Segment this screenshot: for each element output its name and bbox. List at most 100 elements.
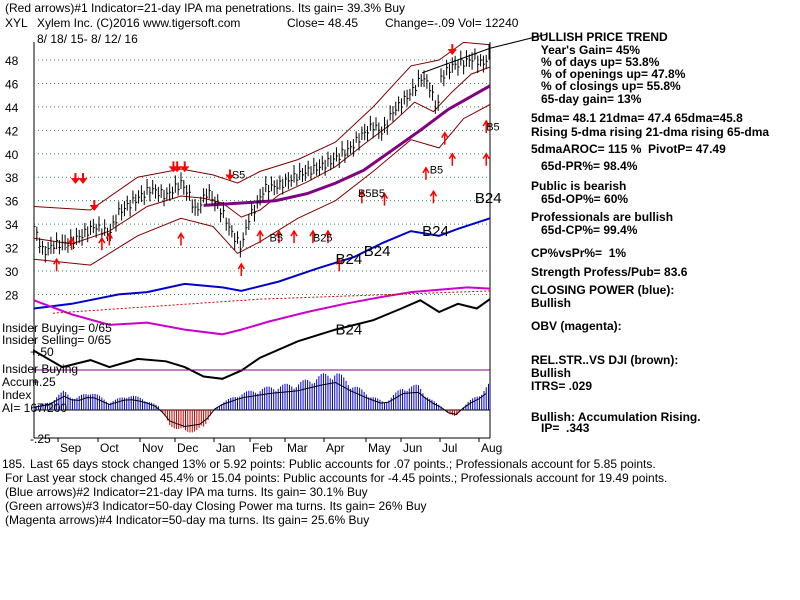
right-panel-line: Public is bearish <box>531 179 627 193</box>
y-tick-label: 30 <box>5 265 19 279</box>
red-up-arrowhead <box>290 229 298 237</box>
red-down-arrowhead <box>78 177 88 184</box>
signal-label: B24 <box>335 251 362 268</box>
month-label: Jul <box>442 441 457 455</box>
red-up-arrowhead <box>422 166 430 174</box>
red-up-arrowhead <box>275 229 283 237</box>
right-panel-line: Strength Profess/Pub= 83.6 <box>531 265 688 279</box>
insider-buying-count: Insider Buying= 0/65 <box>2 321 112 335</box>
company-copyright: Xylem Inc. (C)2016 www.tigersoft.com <box>37 16 241 30</box>
month-label: Dec <box>177 441 198 455</box>
indicator-2-text: (Blue arrows)#2 Indicator=21-day IPA ma … <box>5 485 368 499</box>
right-panel-line: IP= .343 <box>531 421 590 435</box>
footer-65day-change: Last 65 days stock changed 13% or 5.92 p… <box>30 457 656 471</box>
ticker: XYL <box>5 16 28 30</box>
indicator-3-text: (Green arrows)#3 Indicator=50-day Closin… <box>5 499 427 513</box>
index-label: Index <box>2 388 32 402</box>
insider-selling-count: Insider Selling= 0/65 <box>2 333 112 347</box>
right-panel-line: CLOSING POWER (blue): <box>531 283 675 297</box>
red-down-arrowhead <box>172 166 182 173</box>
month-label: Aug <box>481 441 502 455</box>
y-tick-label: 46 <box>5 77 19 91</box>
red-up-arrowhead <box>68 236 76 244</box>
accum-level-plus-50: +.50 <box>30 345 54 359</box>
obv-line <box>33 286 491 336</box>
right-panel-line: Bullish <box>531 296 572 310</box>
red-down-arrowhead <box>71 177 80 184</box>
red-up-arrowhead <box>237 262 245 270</box>
month-label: Sep <box>60 441 82 455</box>
month-label: Oct <box>100 441 119 455</box>
accum-label: Accum <box>2 375 39 389</box>
signal-label: B24 <box>475 190 502 207</box>
right-panel-line: 65d-PR%= 98.4% <box>531 159 638 173</box>
month-label: Jan <box>216 441 235 455</box>
closing-power-ma-line <box>52 290 491 314</box>
ma65-line <box>203 84 491 207</box>
signal-label: B5 <box>270 233 283 245</box>
closing-power-line <box>33 217 491 310</box>
right-panel-line: Year's Gain= 45% <box>531 43 641 57</box>
date-range: 8/ 18/ 15- 8/ 12/ 16 <box>37 32 138 46</box>
signal-label: B24 <box>364 243 391 260</box>
signal-label: B5 <box>430 165 443 177</box>
indicator-1-text: (Red arrows)#1 Indicator=21-day IPA ma p… <box>5 1 405 15</box>
month-label: Mar <box>287 441 308 455</box>
red-down-arrowhead <box>447 48 457 55</box>
ai-value: AI= 167/200 <box>2 401 68 415</box>
y-tick-label: 34 <box>5 218 19 232</box>
ma21-line <box>33 66 491 245</box>
footer-index-number: 185. <box>2 457 26 471</box>
right-panel-line: 65d-CP%= 99.4% <box>531 223 638 237</box>
footer-year-change: For Last year stock changed 45.4% or 15.… <box>5 471 668 485</box>
red-up-arrowhead <box>335 257 343 265</box>
red-down-arrowhead <box>180 166 190 173</box>
right-panel-line: 5dma= 48.1 21dma= 47.4 65dma=45.8 <box>531 111 743 125</box>
red-down-arrowhead <box>225 174 235 181</box>
y-tick-label: 48 <box>5 54 19 68</box>
relative-strength-line <box>33 298 491 380</box>
accum-ma-line <box>33 381 487 428</box>
red-up-arrowhead <box>52 257 61 265</box>
resistance-trendline <box>421 47 491 74</box>
y-tick-label: 44 <box>5 101 19 115</box>
right-panel-line: Rising 5-dma rising 21-dma rising 65-dma <box>531 125 770 139</box>
resistance-trendline-extension <box>489 33 547 49</box>
upper-band-line <box>33 41 491 211</box>
right-panel-line: Bullish: Accumulation Rising. <box>531 410 701 424</box>
right-panel-line: 65-day gain= 13% <box>531 92 642 106</box>
red-up-arrowhead <box>358 189 366 197</box>
red-up-arrowhead <box>98 236 106 244</box>
red-down-arrowhead <box>89 204 99 211</box>
red-up-arrowhead <box>324 229 332 237</box>
month-label: Jun <box>403 441 422 455</box>
y-tick-label: 32 <box>5 242 19 256</box>
right-panel-line: 65d-OP%= 60% <box>531 192 629 206</box>
right-panel-line: % of days up= 53.8% <box>531 55 660 69</box>
accum-level-plus-25: +.25 <box>32 375 56 389</box>
right-panel-line: 5dmaAROC= 115 % PivotP= 47.49 <box>531 142 726 156</box>
right-panel-line: REL.STR..VS DJI (brown): <box>531 353 679 367</box>
month-label: Feb <box>252 441 273 455</box>
y-tick-label: 40 <box>5 148 19 162</box>
right-panel-line: ITRS= .029 <box>531 379 593 393</box>
signal-label: B5 <box>486 121 499 133</box>
red-up-arrowhead <box>105 232 114 239</box>
close-value: Close= 48.45 <box>287 16 359 30</box>
right-panel-line: OBV (magenta): <box>531 319 622 333</box>
signal-label: S5 <box>232 169 245 181</box>
red-up-arrowhead <box>309 229 317 237</box>
signal-label: B25 <box>313 233 333 245</box>
right-panel-line: Professionals are bullish <box>531 210 674 224</box>
y-tick-label: 36 <box>5 195 19 209</box>
month-label: Nov <box>142 441 163 455</box>
signal-label: B24 <box>335 321 362 338</box>
right-panel-line: BULLISH PRICE TREND <box>531 30 668 44</box>
red-up-arrowhead <box>177 232 185 239</box>
change-volume: Change=-.09 Vol= 12240 <box>385 16 519 30</box>
red-up-arrowhead <box>441 131 449 139</box>
accum-level-minus-25: -.25 <box>30 432 51 446</box>
red-up-arrowhead <box>256 229 264 237</box>
signal-label: B5B5 <box>358 188 385 200</box>
